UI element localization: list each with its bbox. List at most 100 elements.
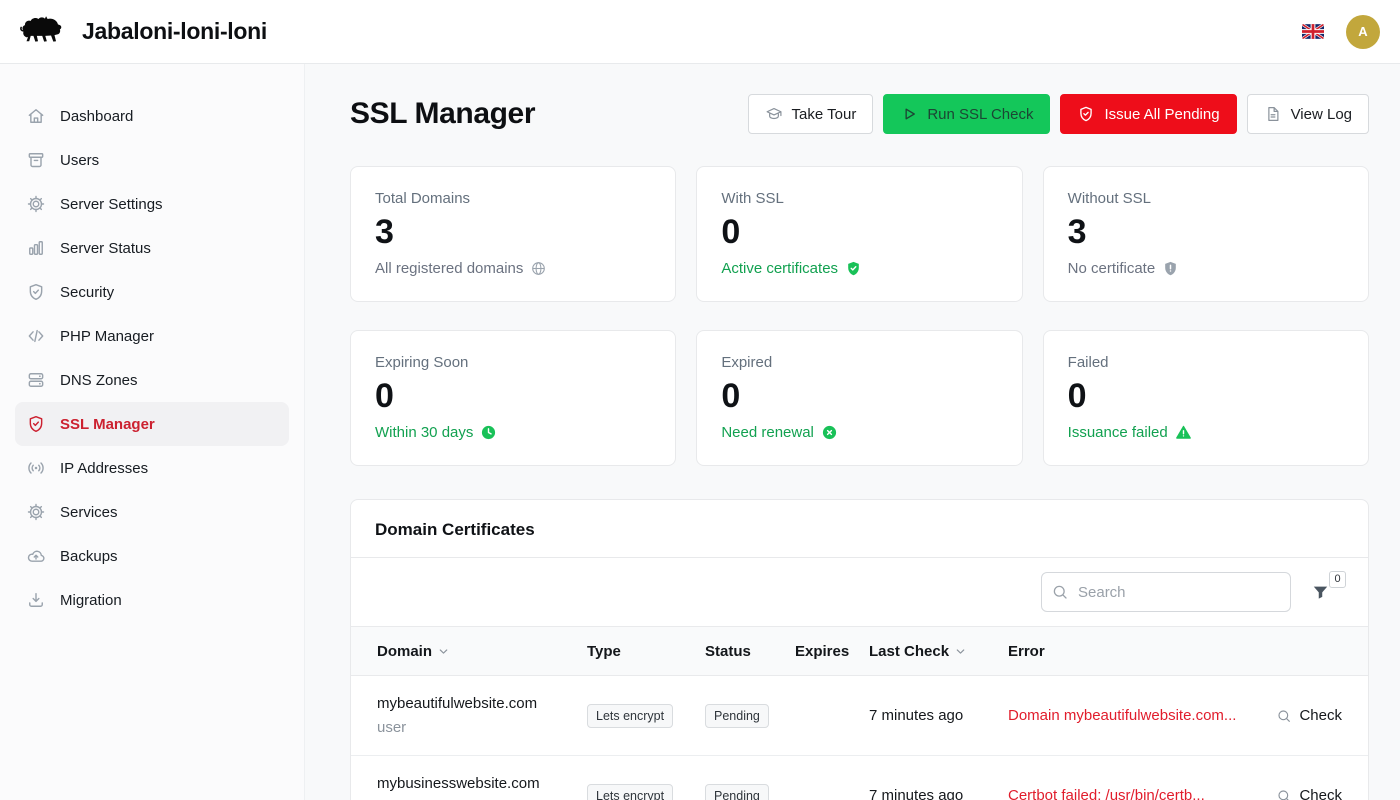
domain-name: mybusinesswebsite.com: [377, 775, 540, 792]
stat-value: 0: [721, 377, 741, 415]
cloud-upload-icon: [27, 550, 45, 562]
download-icon: [29, 593, 43, 607]
sidebar-item-migration[interactable]: Migration: [15, 578, 289, 622]
boar-logo-icon: [20, 15, 62, 42]
stat-sub-label: All registered domains: [375, 260, 524, 278]
bar-chart-icon: [29, 241, 43, 255]
column-header-domain[interactable]: Domain: [377, 643, 587, 660]
type-badge: Lets encrypt: [587, 703, 674, 728]
search-icon: [1278, 789, 1290, 800]
column-header-expires: Expires: [795, 642, 850, 660]
shield-alert-icon: [1165, 262, 1177, 276]
page-actions: Take Tour Run SSL Check Issue All Pendin…: [747, 94, 1369, 134]
stat-label: With SSL: [721, 190, 784, 207]
stat-sub-label: Active certificates: [721, 260, 839, 278]
error-cell: Certbot failed: /usr/bin/certb...: [1008, 787, 1205, 800]
sidebar-item-server-settings[interactable]: Server Settings: [15, 182, 289, 226]
stat-card-without-ssl: Without SSL 3 No certificate: [1042, 166, 1369, 302]
gear-icon: [27, 503, 45, 521]
take-tour-button[interactable]: Take Tour: [747, 94, 874, 134]
domain-certificates-card: Domain Certificates 0 Domain Type Status…: [350, 499, 1369, 800]
search-box: [1041, 572, 1291, 612]
filter-button[interactable]: 0: [1311, 570, 1346, 602]
stat-card-expiring-soon: Expiring Soon 0 Within 30 days: [350, 330, 677, 466]
stat-card-expired: Expired 0 Need renewal: [696, 330, 1023, 466]
user-avatar[interactable]: A: [1346, 14, 1380, 49]
stat-value: 0: [375, 377, 394, 415]
language-flag-icon[interactable]: [1302, 24, 1324, 39]
code-icon: [28, 329, 44, 343]
sidebar-item-label: Backups: [60, 547, 118, 565]
search-input[interactable]: [1041, 572, 1291, 612]
stat-sub-label: Issuance failed: [1067, 424, 1168, 442]
globe-icon: [532, 262, 546, 276]
sidebar-item-label: Users: [60, 151, 100, 169]
search-icon: [1278, 709, 1291, 722]
run-ssl-check-button[interactable]: Run SSL Check: [883, 94, 1051, 134]
column-header-status: Status: [705, 642, 751, 660]
graduation-cap-icon: [766, 108, 782, 120]
gear-icon: [27, 195, 45, 213]
document-icon: [1267, 107, 1279, 121]
filter-funnel-icon: [1313, 586, 1328, 599]
shield-check-icon: [29, 283, 43, 301]
last-check-cell: 7 minutes ago: [869, 787, 964, 800]
table-row: mybeautifulwebsite.com user Lets encrypt…: [351, 676, 1368, 756]
view-log-label: View Log: [1290, 105, 1352, 123]
stat-card-total-domains: Total Domains 3 All registered domains: [350, 166, 677, 302]
stat-label: Failed: [1067, 354, 1109, 371]
sidebar-item-label: Migration: [60, 591, 122, 609]
sidebar-item-php-manager[interactable]: PHP Manager: [15, 314, 289, 358]
stat-cards: Total Domains 3 All registered domains W…: [350, 166, 1369, 466]
column-header-error: Error: [1008, 642, 1045, 660]
sidebar-item-label: DNS Zones: [60, 371, 138, 389]
brand[interactable]: Jabaloni-loni-loni: [20, 13, 267, 51]
page-title: SSL Manager: [350, 97, 536, 130]
table-row: mybusinesswebsite.com user Lets encrypt …: [351, 756, 1368, 800]
sidebar-item-dashboard[interactable]: Dashboard: [15, 94, 289, 138]
stat-label: Without SSL: [1067, 190, 1152, 207]
sidebar-item-ssl-manager[interactable]: SSL Manager: [15, 402, 289, 446]
play-icon: [905, 108, 916, 120]
check-button[interactable]: Check: [1256, 707, 1342, 724]
sidebar-item-services[interactable]: Services: [15, 490, 289, 534]
check-label: Check: [1299, 707, 1342, 724]
column-header-type: Type: [587, 642, 621, 660]
shield-check-icon: [29, 415, 43, 433]
sidebar-item-users[interactable]: Users: [15, 138, 289, 182]
stat-label: Expired: [721, 354, 773, 371]
sidebar: Dashboard Users Server Settings Server S…: [0, 64, 305, 800]
broadcast-icon: [28, 462, 44, 474]
issue-all-pending-label: Issue All Pending: [1104, 105, 1220, 123]
shield-check-icon: [1080, 106, 1093, 122]
stat-value: 3: [1067, 213, 1087, 251]
sidebar-item-label: Server Settings: [60, 195, 163, 213]
issue-all-pending-button[interactable]: Issue All Pending: [1060, 94, 1237, 134]
run-ssl-check-label: Run SSL Check: [927, 105, 1034, 123]
column-header-last-check[interactable]: Last Check: [869, 643, 1008, 660]
sidebar-item-label: Security: [60, 283, 115, 301]
take-tour-label: Take Tour: [791, 105, 857, 123]
stat-value: 3: [375, 213, 394, 251]
sidebar-item-label: Services: [60, 503, 118, 521]
domain-user: user: [377, 719, 407, 736]
filter-count-badge: 0: [1329, 570, 1346, 588]
check-button[interactable]: Check: [1256, 787, 1342, 800]
last-check-cell: 7 minutes ago: [869, 707, 964, 724]
domain-name: mybeautifulwebsite.com: [377, 695, 538, 712]
sidebar-item-dns-zones[interactable]: DNS Zones: [15, 358, 289, 402]
app-title: Jabaloni-loni-loni: [82, 18, 267, 44]
sidebar-item-security[interactable]: Security: [15, 270, 289, 314]
sidebar-item-ip-addresses[interactable]: IP Addresses: [15, 446, 289, 490]
sidebar-item-label: Dashboard: [60, 107, 134, 125]
chevron-down-icon: [439, 648, 448, 654]
sidebar-item-label: IP Addresses: [60, 459, 149, 477]
certificates-title: Domain Certificates: [375, 520, 535, 539]
table-header: Domain Type Status Expires Last Check Er…: [351, 626, 1368, 676]
sidebar-item-server-status[interactable]: Server Status: [15, 226, 289, 270]
view-log-button[interactable]: View Log: [1246, 94, 1369, 134]
sidebar-item-backups[interactable]: Backups: [15, 534, 289, 578]
x-circle-icon: [822, 426, 836, 440]
archive-icon: [28, 153, 44, 168]
stat-value: 0: [1067, 377, 1087, 415]
